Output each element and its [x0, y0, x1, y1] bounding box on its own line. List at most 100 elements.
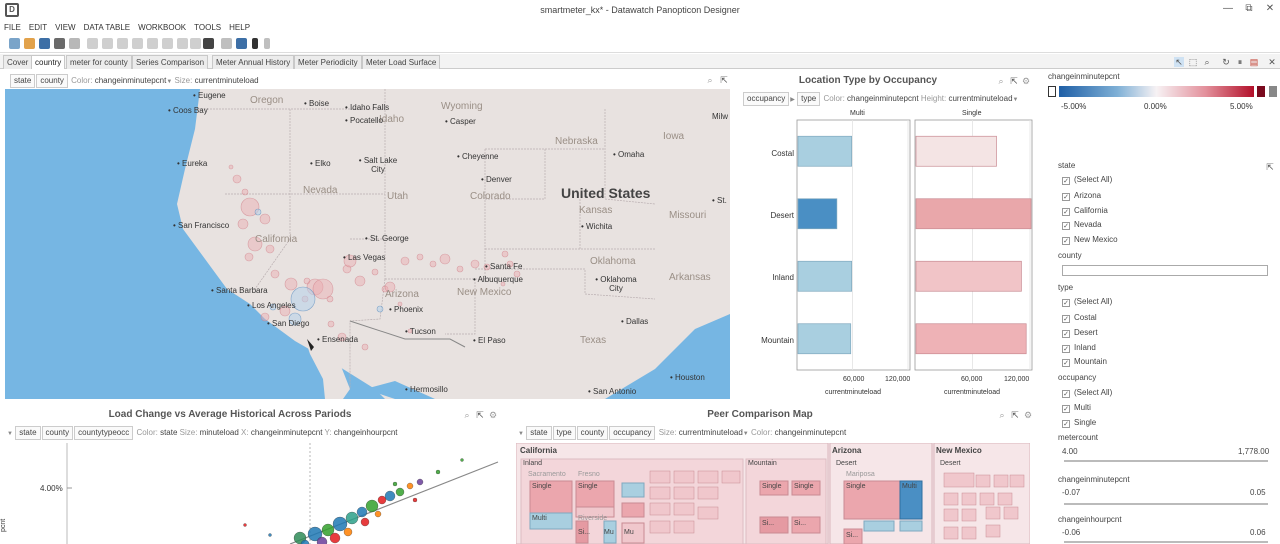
county-search-input[interactable]: [1062, 265, 1268, 276]
restore-button[interactable]: ⧉: [1245, 3, 1253, 14]
menu-help[interactable]: HELP: [229, 23, 251, 32]
menu-workbook[interactable]: WORKBOOK: [138, 23, 187, 32]
map-popout-icon[interactable]: ⇱: [720, 75, 728, 85]
filter-type-option[interactable]: ✓ (Select All): [1062, 297, 1113, 307]
scatter-y-dropdown[interactable]: changeinhourpcnt: [333, 428, 398, 437]
bar-settings-icon[interactable]: ⚙: [1021, 76, 1031, 86]
copy-icon[interactable]: [102, 38, 113, 49]
tab-country[interactable]: country: [31, 55, 66, 69]
treemap-settings-icon[interactable]: ⚙: [1023, 410, 1033, 420]
checkbox-icon[interactable]: ✓: [1062, 237, 1070, 245]
bar-multi-desert[interactable]: [797, 198, 838, 230]
bar-multi-costal[interactable]: [797, 135, 853, 167]
menu-view[interactable]: VIEW: [55, 23, 76, 32]
map-size-dropdown[interactable]: currentminuteload: [194, 76, 259, 85]
treemap-chip-type[interactable]: type: [552, 426, 576, 440]
legend-null-swatch[interactable]: [1269, 86, 1277, 97]
map-color-dropdown[interactable]: changeinminutepcnt: [94, 76, 167, 85]
filter-popout-icon[interactable]: ⇱: [1266, 162, 1274, 172]
minimize-button[interactable]: —: [1223, 3, 1233, 14]
refresh-data-icon[interactable]: ↻: [1222, 57, 1230, 67]
checkbox-icon[interactable]: ✓: [1062, 405, 1070, 413]
filter-occupancy-option[interactable]: ✓ Single: [1062, 418, 1097, 428]
changeinminutepcnt-slider[interactable]: [1064, 503, 1268, 505]
export-pdf-icon[interactable]: ▤: [1249, 57, 1259, 67]
print-icon[interactable]: [203, 38, 214, 49]
bar-chip-occupancy[interactable]: occupancy: [743, 92, 790, 106]
map-chip-county[interactable]: county: [36, 74, 68, 88]
treemap-zoom-icon[interactable]: ⌕: [999, 410, 1005, 420]
bar-height-dropdown[interactable]: currentminuteload: [948, 94, 1013, 103]
checkbox-icon[interactable]: ✓: [1062, 177, 1070, 185]
treemap-popout-icon[interactable]: ⇱: [1011, 410, 1019, 420]
checkbox-icon[interactable]: ✓: [1062, 315, 1070, 323]
bar-multi-inland[interactable]: [797, 260, 853, 292]
treemap-chip-county[interactable]: county: [576, 426, 609, 440]
lightning-icon[interactable]: [147, 38, 158, 49]
menu-edit[interactable]: EDIT: [28, 23, 48, 32]
tab-cover[interactable]: Cover: [3, 55, 33, 69]
pointer-tool-icon[interactable]: ↖: [1174, 57, 1184, 67]
save-icon[interactable]: [39, 38, 50, 49]
save-as-icon[interactable]: [54, 38, 65, 49]
chevron-down-icon[interactable]: ▼: [7, 431, 13, 437]
scatter-popout-icon[interactable]: ⇱: [476, 410, 484, 420]
map-chip-state[interactable]: state: [10, 74, 36, 88]
tab-meter-periodicity[interactable]: Meter Periodicity: [294, 55, 362, 69]
redo-icon[interactable]: [177, 38, 188, 49]
presentation-icon[interactable]: [236, 38, 247, 49]
bar-popout-icon[interactable]: ⇱: [1010, 76, 1018, 86]
scatter-chip-countytypeocc[interactable]: countytypeocc: [74, 426, 134, 440]
bar-single-desert[interactable]: [915, 198, 1032, 230]
bookmark-icon[interactable]: [252, 38, 258, 49]
filter-state-option[interactable]: ✓ Arizona: [1062, 191, 1102, 201]
map-view[interactable]: Oregon Idaho Wyoming Nevada Utah Colorad…: [5, 89, 730, 399]
filter-state-option[interactable]: ✓ California: [1062, 206, 1108, 216]
metercount-slider[interactable]: [1064, 460, 1268, 462]
scatter-chip-state[interactable]: state: [15, 426, 41, 440]
treemap-color-dropdown[interactable]: changeinminutepcnt: [774, 428, 847, 437]
tab-meter-annual-history[interactable]: Meter Annual History: [212, 55, 295, 69]
scatter-zoom-icon[interactable]: ⌕: [464, 410, 470, 420]
filter-occupancy-option[interactable]: ✓ Multi: [1062, 403, 1091, 413]
checkbox-icon[interactable]: ✓: [1062, 222, 1070, 230]
tab-meter-load-surface[interactable]: Meter Load Surface: [362, 55, 441, 69]
open-icon[interactable]: [24, 38, 35, 49]
chevron-down-icon[interactable]: ▼: [518, 431, 524, 437]
refresh-icon[interactable]: [190, 38, 201, 49]
checkbox-icon[interactable]: ✓: [1062, 420, 1070, 428]
select-region-icon[interactable]: ⬚: [1188, 57, 1198, 67]
checkbox-icon[interactable]: ✓: [1062, 208, 1070, 216]
scatter-chip-county[interactable]: county: [41, 426, 74, 440]
bar-single-costal[interactable]: [915, 135, 997, 167]
filter-occupancy-option[interactable]: ✓ (Select All): [1062, 388, 1113, 398]
treemap-chip-state[interactable]: state: [526, 426, 552, 440]
scatter-color-dropdown[interactable]: state: [160, 428, 178, 437]
new-workbook-icon[interactable]: [9, 38, 20, 49]
map-zoom-icon[interactable]: ⌕: [707, 75, 713, 85]
delete-icon[interactable]: [132, 38, 143, 49]
pause-icon[interactable]: ⏸: [1237, 57, 1243, 67]
checkbox-icon[interactable]: ✓: [1062, 299, 1070, 307]
scatter-settings-icon[interactable]: ⚙: [488, 410, 498, 420]
menu-file[interactable]: FILE: [4, 23, 21, 32]
filter-type-option[interactable]: ✓ Desert: [1062, 328, 1098, 338]
close-tab-icon[interactable]: ✕: [1268, 57, 1276, 67]
filter-type-option[interactable]: ✓ Costal: [1062, 313, 1097, 323]
close-button[interactable]: ✕: [1265, 3, 1275, 14]
undo-icon[interactable]: [162, 38, 173, 49]
bar-color-dropdown[interactable]: changeinminutepcnt: [847, 94, 919, 103]
scatter-x-dropdown[interactable]: changeinminutepcnt: [250, 428, 323, 437]
menu-data-table[interactable]: DATA TABLE: [83, 23, 131, 32]
bar-chip-type[interactable]: type: [797, 92, 821, 106]
bar-single-mountain[interactable]: [915, 323, 1027, 355]
filter-state-option[interactable]: ✓ New Mexico: [1062, 235, 1118, 245]
treemap[interactable]: California Arizona New Mexico Inland Mou…: [516, 443, 1030, 544]
bar-single-inland[interactable]: [915, 260, 1022, 292]
checkbox-icon[interactable]: ✓: [1062, 345, 1070, 353]
treemap-size-dropdown[interactable]: currentminuteload: [678, 428, 743, 437]
cut-icon[interactable]: [87, 38, 98, 49]
checkbox-icon[interactable]: ✓: [1062, 390, 1070, 398]
filter-state-option[interactable]: ✓ Nevada: [1062, 220, 1102, 230]
menu-tools[interactable]: TOOLS: [194, 23, 222, 32]
